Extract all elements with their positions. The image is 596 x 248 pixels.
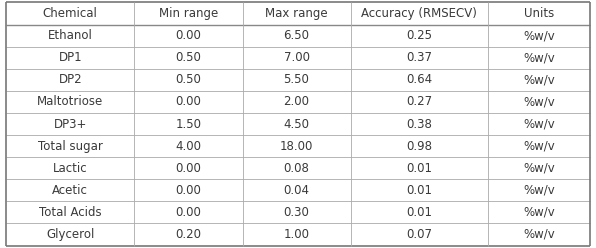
Text: 0.25: 0.25 [406, 29, 432, 42]
Text: DP3+: DP3+ [54, 118, 87, 130]
Text: 0.38: 0.38 [406, 118, 432, 130]
Text: 0.01: 0.01 [406, 184, 432, 197]
Text: 0.04: 0.04 [284, 184, 309, 197]
Text: 6.50: 6.50 [284, 29, 309, 42]
Text: %w/v: %w/v [523, 228, 555, 241]
Text: 0.50: 0.50 [176, 73, 201, 86]
Text: Units: Units [524, 7, 554, 20]
Text: 0.27: 0.27 [406, 95, 432, 108]
Text: 0.30: 0.30 [284, 206, 309, 219]
Text: Chemical: Chemical [43, 7, 98, 20]
Text: 0.01: 0.01 [406, 162, 432, 175]
Text: %w/v: %w/v [523, 95, 555, 108]
Text: DP1: DP1 [58, 51, 82, 64]
Text: 5.50: 5.50 [284, 73, 309, 86]
Text: %w/v: %w/v [523, 118, 555, 130]
Text: 0.00: 0.00 [176, 206, 201, 219]
Text: %w/v: %w/v [523, 73, 555, 86]
Text: 0.50: 0.50 [176, 51, 201, 64]
Text: 0.20: 0.20 [175, 228, 201, 241]
Text: 1.50: 1.50 [175, 118, 201, 130]
Text: 2.00: 2.00 [284, 95, 309, 108]
Text: %w/v: %w/v [523, 140, 555, 153]
Text: 0.07: 0.07 [406, 228, 432, 241]
Text: 0.00: 0.00 [176, 29, 201, 42]
Text: DP2: DP2 [58, 73, 82, 86]
Text: 4.00: 4.00 [175, 140, 201, 153]
Text: %w/v: %w/v [523, 29, 555, 42]
Text: 0.00: 0.00 [176, 184, 201, 197]
Text: 18.00: 18.00 [280, 140, 313, 153]
Text: %w/v: %w/v [523, 206, 555, 219]
Text: %w/v: %w/v [523, 184, 555, 197]
Text: 0.08: 0.08 [284, 162, 309, 175]
Text: 1.00: 1.00 [284, 228, 309, 241]
Text: Maltotriose: Maltotriose [37, 95, 103, 108]
Text: Acetic: Acetic [52, 184, 88, 197]
Text: Total Acids: Total Acids [39, 206, 101, 219]
Text: 0.00: 0.00 [176, 162, 201, 175]
Text: 0.01: 0.01 [406, 206, 432, 219]
Text: Lactic: Lactic [53, 162, 88, 175]
Text: %w/v: %w/v [523, 51, 555, 64]
Text: Glycerol: Glycerol [46, 228, 94, 241]
Text: 7.00: 7.00 [284, 51, 309, 64]
Text: 0.64: 0.64 [406, 73, 432, 86]
Text: Max range: Max range [265, 7, 328, 20]
Text: 4.50: 4.50 [284, 118, 309, 130]
Text: Ethanol: Ethanol [48, 29, 92, 42]
Text: Accuracy (RMSECV): Accuracy (RMSECV) [361, 7, 477, 20]
Text: Min range: Min range [159, 7, 218, 20]
Text: %w/v: %w/v [523, 162, 555, 175]
Text: Total sugar: Total sugar [38, 140, 103, 153]
Text: 0.37: 0.37 [406, 51, 432, 64]
Text: 0.00: 0.00 [176, 95, 201, 108]
Text: 0.98: 0.98 [406, 140, 432, 153]
